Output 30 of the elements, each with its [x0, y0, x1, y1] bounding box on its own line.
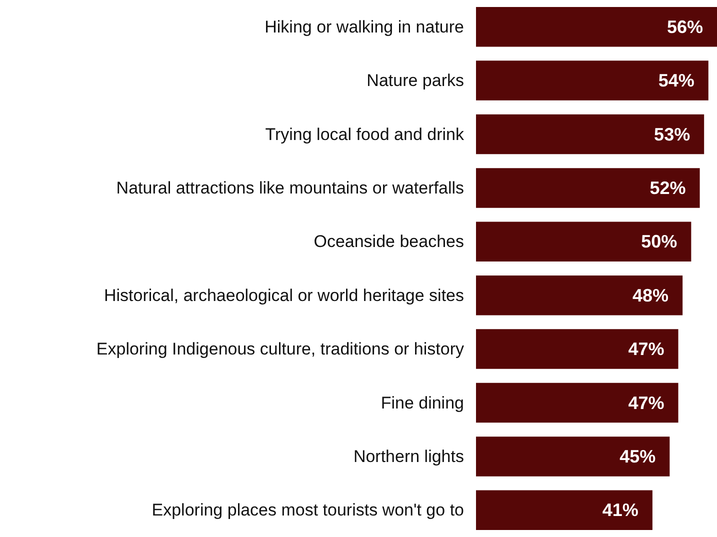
- data-label: 54%: [658, 70, 694, 91]
- bar: [476, 114, 704, 154]
- data-label: 48%: [632, 285, 669, 306]
- bar: [476, 382, 678, 423]
- data-label: 47%: [628, 392, 664, 413]
- y-tick-label: Northern lights: [353, 446, 464, 466]
- y-tick-label: Exploring places most tourists won't go to: [152, 500, 464, 520]
- bar: [476, 329, 678, 369]
- y-tick-label: Trying local food and drink: [265, 124, 464, 144]
- data-label: 56%: [666, 16, 703, 37]
- data-label: 50%: [641, 232, 678, 252]
- y-tick-label: Natural attractions like mountains or waterfalls: [116, 178, 464, 198]
- bar: [476, 490, 652, 530]
- data-label: 45%: [620, 446, 656, 466]
- bar: [476, 222, 692, 262]
- y-tick-label: Oceanside beaches: [314, 232, 464, 252]
- bar: [476, 275, 683, 316]
- y-tick-label: Exploring Indigenous culture, traditions or history: [96, 340, 464, 359]
- bar: [476, 60, 708, 100]
- y-tick-label: Fine dining: [380, 393, 464, 412]
- bar: [476, 436, 670, 476]
- data-label: 47%: [628, 339, 664, 360]
- data-label: 53%: [654, 124, 690, 144]
- y-tick-label: Historical, archaeological or world heritage sites: [104, 286, 464, 305]
- data-label: 41%: [602, 500, 638, 520]
- y-tick-label: Nature parks: [366, 71, 464, 90]
- bar: [476, 6, 717, 47]
- bar: [476, 168, 700, 208]
- data-label: 52%: [650, 178, 686, 198]
- y-tick-label: Hiking or walking in nature: [264, 17, 464, 36]
